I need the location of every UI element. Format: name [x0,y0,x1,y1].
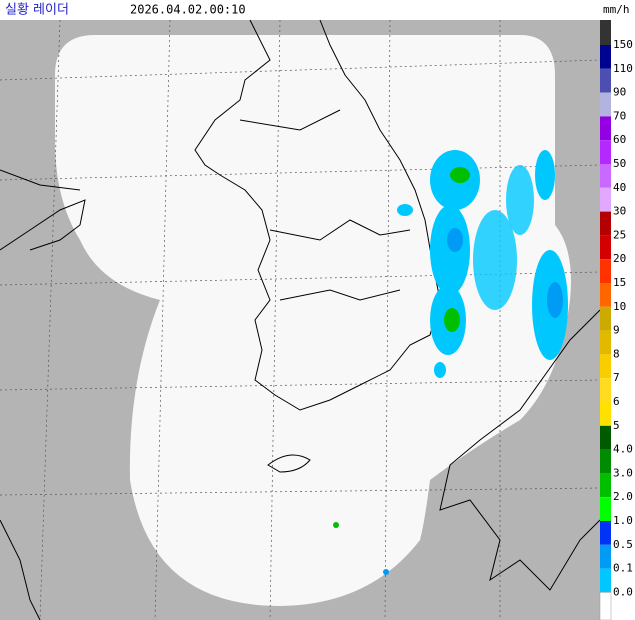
header-bar [0,0,635,20]
legend-label: 3.0 [613,466,633,479]
legend-swatch [600,68,611,93]
legend-swatch [600,211,611,236]
legend-swatch [600,306,611,331]
coastlines [0,19,601,620]
legend-swatch [600,45,611,69]
map [0,19,601,620]
legend-label: 0.0 [613,585,633,598]
legend-label: 4.0 [613,443,633,456]
legend-label: 6 [613,395,620,408]
legend-swatch [599,592,612,620]
legend-label: 2.0 [613,490,633,503]
legend-cap [600,20,611,45]
legend-label: 5 [613,419,620,432]
legend-swatch [600,449,611,474]
legend-swatch [600,235,611,260]
legend-label: 60 [613,133,626,146]
legend-swatch [600,425,611,450]
legend-label: 50 [613,157,626,170]
legend-label: 40 [613,181,626,194]
legend-label: 15 [613,276,626,289]
legend-label: 0.1 [613,562,633,575]
legend-swatch [600,259,611,283]
precipitation [333,150,568,575]
legend-swatch [600,544,611,569]
title: 실황 레이더 [5,3,69,18]
unit: mm/h [603,3,630,16]
legend-swatch [600,116,611,141]
legend-swatch [600,402,611,426]
legend-swatch [600,187,611,212]
legend-swatch [600,92,611,117]
legend-swatch [600,330,611,355]
time: 2026.04.02.00:10 [130,3,246,17]
legend-label: 9 [613,324,620,337]
grid [0,19,601,620]
legend-label: 7 [613,371,620,384]
legend-label: 70 [613,109,626,122]
legend-label: 0.5 [613,538,633,551]
legend-label: 110 [613,62,633,75]
legend-label: 1.0 [613,514,633,527]
legend: 150 110 90 70 60 50 40 30 25 20 15 10 9 8 7 6 5 4.0 3.0 2.0… [599,20,633,620]
legend-swatch [600,140,611,164]
legend-label: 10 [613,300,626,313]
legend-swatch [600,521,611,545]
legend-swatch [600,568,611,593]
legend-label: 150 [613,38,633,51]
legend-label: 90 [613,86,626,99]
legend-label: 30 [613,205,626,218]
legend-swatch [600,283,611,307]
legend-swatch [600,473,611,498]
legend-label: 25 [613,228,626,241]
legend-swatch [600,497,611,521]
legend-label: 20 [613,252,626,265]
legend-label: 8 [613,347,620,360]
legend-swatch [600,164,611,188]
legend-swatch [600,354,611,379]
legend-swatch [600,378,611,402]
